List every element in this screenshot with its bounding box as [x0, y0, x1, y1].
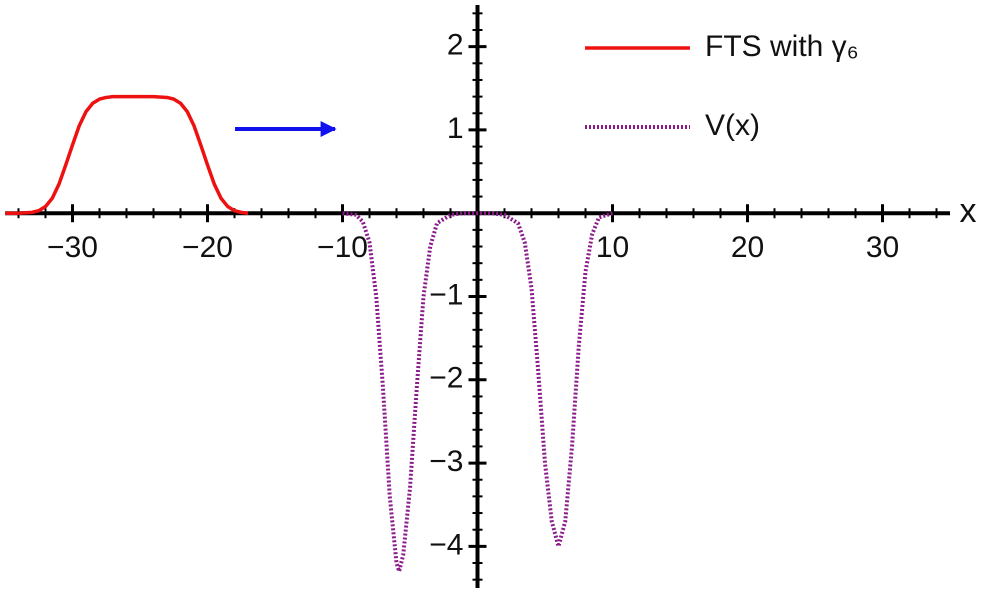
x-tick-label: −20 [182, 231, 233, 264]
x-tick-label: 20 [731, 231, 764, 264]
x-tick-label: −30 [47, 231, 98, 264]
y-tick-label: 2 [447, 29, 464, 62]
x-tick-label: 30 [866, 231, 899, 264]
series-line [5, 94, 249, 215]
y-tick-label: −3 [429, 445, 463, 478]
x-axis-label: x [960, 192, 977, 230]
y-tick-label: 1 [447, 112, 464, 145]
y-tick-label: −4 [429, 528, 463, 561]
series-line [342, 211, 614, 574]
legend-label: FTS with γ₆ [705, 30, 859, 63]
legend-label: V(x) [705, 109, 760, 142]
x-tick-label: −10 [317, 231, 368, 264]
y-tick-label: −2 [429, 362, 463, 395]
x-tick-label: 10 [596, 231, 629, 264]
y-tick-label: −1 [429, 278, 463, 311]
